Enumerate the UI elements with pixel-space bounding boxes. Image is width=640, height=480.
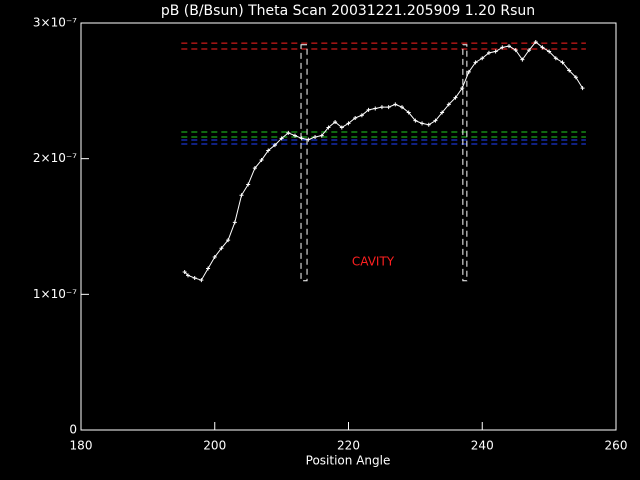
y-tick-label: 0 bbox=[69, 423, 77, 437]
data-point bbox=[353, 115, 358, 120]
data-point bbox=[473, 60, 478, 65]
annotation: CAVITY bbox=[352, 255, 395, 269]
data-point bbox=[346, 121, 351, 126]
data-point bbox=[246, 182, 251, 187]
data-line bbox=[184, 41, 583, 281]
data-point bbox=[426, 122, 431, 127]
data-point bbox=[406, 110, 411, 115]
data-point bbox=[400, 105, 404, 110]
data-point bbox=[373, 106, 378, 111]
data-point bbox=[413, 118, 418, 123]
data-point bbox=[226, 238, 231, 243]
data-point bbox=[182, 269, 187, 274]
data-point bbox=[199, 278, 204, 283]
data-point bbox=[486, 50, 491, 55]
data-point bbox=[272, 143, 277, 148]
data-point bbox=[520, 57, 525, 62]
data-point bbox=[293, 133, 297, 138]
x-tick-label: 180 bbox=[70, 439, 93, 453]
x-tick-label: 240 bbox=[471, 439, 494, 453]
data-point bbox=[500, 45, 505, 50]
chart-title: pB (B/Bsun) Theta Scan 20031221.205909 1… bbox=[161, 3, 535, 19]
cavity-bound bbox=[462, 44, 468, 282]
data-point bbox=[299, 136, 304, 141]
data-point bbox=[279, 136, 284, 141]
data-point bbox=[573, 75, 578, 80]
data-point bbox=[359, 113, 364, 118]
data-point bbox=[366, 107, 371, 112]
data-point bbox=[393, 102, 398, 107]
cavity-bound bbox=[300, 44, 308, 282]
data-point bbox=[386, 105, 391, 110]
data-point bbox=[319, 133, 324, 138]
data-point bbox=[306, 137, 311, 142]
y-tick-label: 2×10⁻⁷ bbox=[33, 151, 77, 165]
data-point bbox=[433, 118, 438, 123]
data-point bbox=[212, 255, 217, 260]
data-point bbox=[466, 69, 471, 74]
data-point bbox=[507, 44, 511, 49]
data-point bbox=[286, 130, 291, 135]
data-point bbox=[440, 110, 445, 115]
data-point bbox=[513, 48, 518, 53]
data-point bbox=[192, 276, 197, 281]
y-tick-label: 1×10⁻⁷ bbox=[33, 287, 77, 301]
data-point bbox=[453, 95, 458, 100]
data-point bbox=[379, 105, 384, 110]
data-point bbox=[547, 49, 552, 54]
data-point bbox=[206, 266, 211, 271]
data-point bbox=[533, 39, 538, 44]
data-point bbox=[239, 193, 244, 198]
plot-frame bbox=[80, 22, 617, 431]
data-point bbox=[540, 45, 545, 50]
x-axis-label: Position Angle bbox=[306, 454, 391, 468]
data-point bbox=[580, 86, 585, 91]
data-point bbox=[219, 246, 224, 251]
data-point bbox=[186, 273, 190, 278]
x-tick-label: 220 bbox=[337, 439, 360, 453]
data-point bbox=[333, 120, 338, 125]
data-point bbox=[567, 68, 572, 73]
data-point bbox=[480, 56, 485, 61]
data-point bbox=[446, 102, 451, 107]
data-point bbox=[527, 48, 532, 53]
data-point bbox=[339, 125, 344, 130]
data-point bbox=[313, 134, 318, 139]
data-point bbox=[493, 49, 498, 54]
data-point bbox=[232, 220, 237, 225]
data-point bbox=[326, 125, 331, 130]
data-point bbox=[259, 158, 264, 163]
data-point bbox=[553, 56, 558, 61]
x-tick-label: 200 bbox=[203, 439, 226, 453]
data-point bbox=[560, 60, 565, 65]
x-tick-label: 260 bbox=[605, 439, 628, 453]
data-point bbox=[460, 86, 465, 91]
data-point bbox=[252, 166, 257, 171]
data-point bbox=[420, 121, 425, 126]
data-point bbox=[266, 148, 271, 153]
y-tick-label: 3×10⁻⁷ bbox=[33, 16, 77, 30]
